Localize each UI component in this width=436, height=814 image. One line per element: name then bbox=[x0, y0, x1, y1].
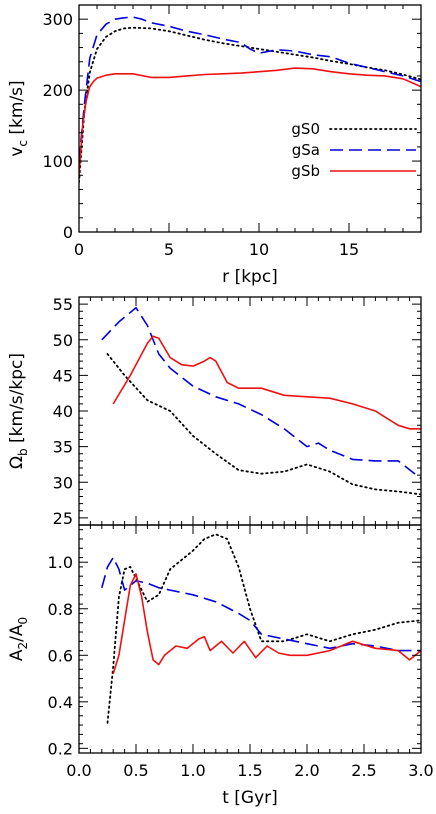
series-group bbox=[79, 16, 421, 184]
panel-bar-strength: 0.2 0.4 0.6 0.8 1.0 0.0 0.5 1.0 1.5 2.0 2.5 3.0 t [G… bbox=[7, 524, 434, 808]
legend: gS0 gSa gSb bbox=[291, 120, 417, 180]
y-axis-label-sub: b bbox=[16, 448, 30, 456]
y-axis-label: vc [km/s] bbox=[7, 80, 30, 156]
y-tick-label: 300 bbox=[42, 10, 73, 29]
series-line-gSb bbox=[112, 573, 421, 675]
x-axis-label: r [kpc] bbox=[222, 267, 278, 287]
series-line-gS0 bbox=[106, 353, 421, 496]
y-tick-label: 0.4 bbox=[48, 693, 73, 712]
x-tick-label: 1.0 bbox=[180, 761, 205, 780]
y-tick-label: 30 bbox=[53, 473, 73, 492]
series-group bbox=[101, 533, 421, 724]
y-tick-label: 0.8 bbox=[48, 600, 73, 619]
series-line-gSb bbox=[112, 335, 421, 430]
series-line-gSa bbox=[101, 306, 421, 480]
y-tick-label: 45 bbox=[53, 366, 73, 385]
y-axis-label-sub: 2 bbox=[16, 642, 30, 650]
x-tick-label: 3.0 bbox=[408, 761, 433, 780]
x-tick-label: 0 bbox=[74, 240, 84, 259]
y-axis-label-main: Ω bbox=[7, 456, 27, 469]
y-axis-label-main: A bbox=[7, 649, 27, 661]
y-axis-label-sub: 0 bbox=[16, 617, 30, 625]
y-axis-label-main: v bbox=[7, 147, 27, 157]
y-axis-label: Ωb [km/s/kpc] bbox=[7, 353, 30, 469]
legend-label-gSa: gSa bbox=[292, 141, 320, 159]
y-tick-label: 1.0 bbox=[48, 553, 73, 572]
plot-frame bbox=[78, 4, 422, 233]
x-tick-label: 2.0 bbox=[294, 761, 319, 780]
y-tick-label: 40 bbox=[53, 402, 73, 421]
series-line-gS0 bbox=[106, 533, 421, 724]
x-tick-label: 2.5 bbox=[351, 761, 376, 780]
y-tick-label: 25 bbox=[53, 509, 73, 528]
x-tick-label: 15 bbox=[339, 240, 359, 259]
series-line-gSa bbox=[79, 16, 421, 162]
series-group bbox=[101, 306, 421, 496]
y-tick-label: 200 bbox=[42, 81, 73, 100]
y-tick-label: 55 bbox=[53, 295, 73, 314]
panel-rotation-curve: 0 100 200 300 0 5 10 15 r [kpc] vc [km/s] bbox=[7, 4, 422, 287]
y-axis-label-rest: /A bbox=[7, 624, 27, 642]
x-tick-label: 0.5 bbox=[123, 761, 148, 780]
y-axis-label: A2/A0 bbox=[7, 617, 30, 661]
x-axis-label: t [Gyr] bbox=[222, 788, 278, 808]
y-tick-label: 100 bbox=[42, 152, 73, 171]
y-tick-label: 50 bbox=[53, 331, 73, 350]
y-tick-label: 0.2 bbox=[48, 739, 73, 758]
series-line-gSb bbox=[79, 67, 421, 176]
x-tick-label: 10 bbox=[249, 240, 269, 259]
y-axis-label-rest: [km/s] bbox=[7, 80, 27, 140]
y-axis-label-rest: [km/s/kpc] bbox=[7, 353, 27, 448]
x-tick-label: 5 bbox=[164, 240, 174, 259]
y-axis-label-sub: c bbox=[16, 140, 30, 147]
series-line-gS0 bbox=[79, 26, 421, 184]
plot-frame bbox=[78, 296, 422, 526]
panel-pattern-speed: 25 30 35 40 45 50 55 Ωb [km/s/kpc] bbox=[7, 295, 422, 528]
y-tick-label: 0.6 bbox=[48, 646, 73, 665]
legend-label-gSb: gSb bbox=[291, 162, 320, 180]
x-tick-label: 0.0 bbox=[66, 761, 91, 780]
y-tick-label: 35 bbox=[53, 438, 73, 457]
y-tick-label: 0 bbox=[63, 223, 73, 242]
x-tick-label: 1.5 bbox=[237, 761, 262, 780]
legend-label-gS0: gS0 bbox=[291, 120, 320, 138]
series-line-gSa bbox=[101, 556, 421, 652]
plot-frame bbox=[78, 524, 422, 754]
